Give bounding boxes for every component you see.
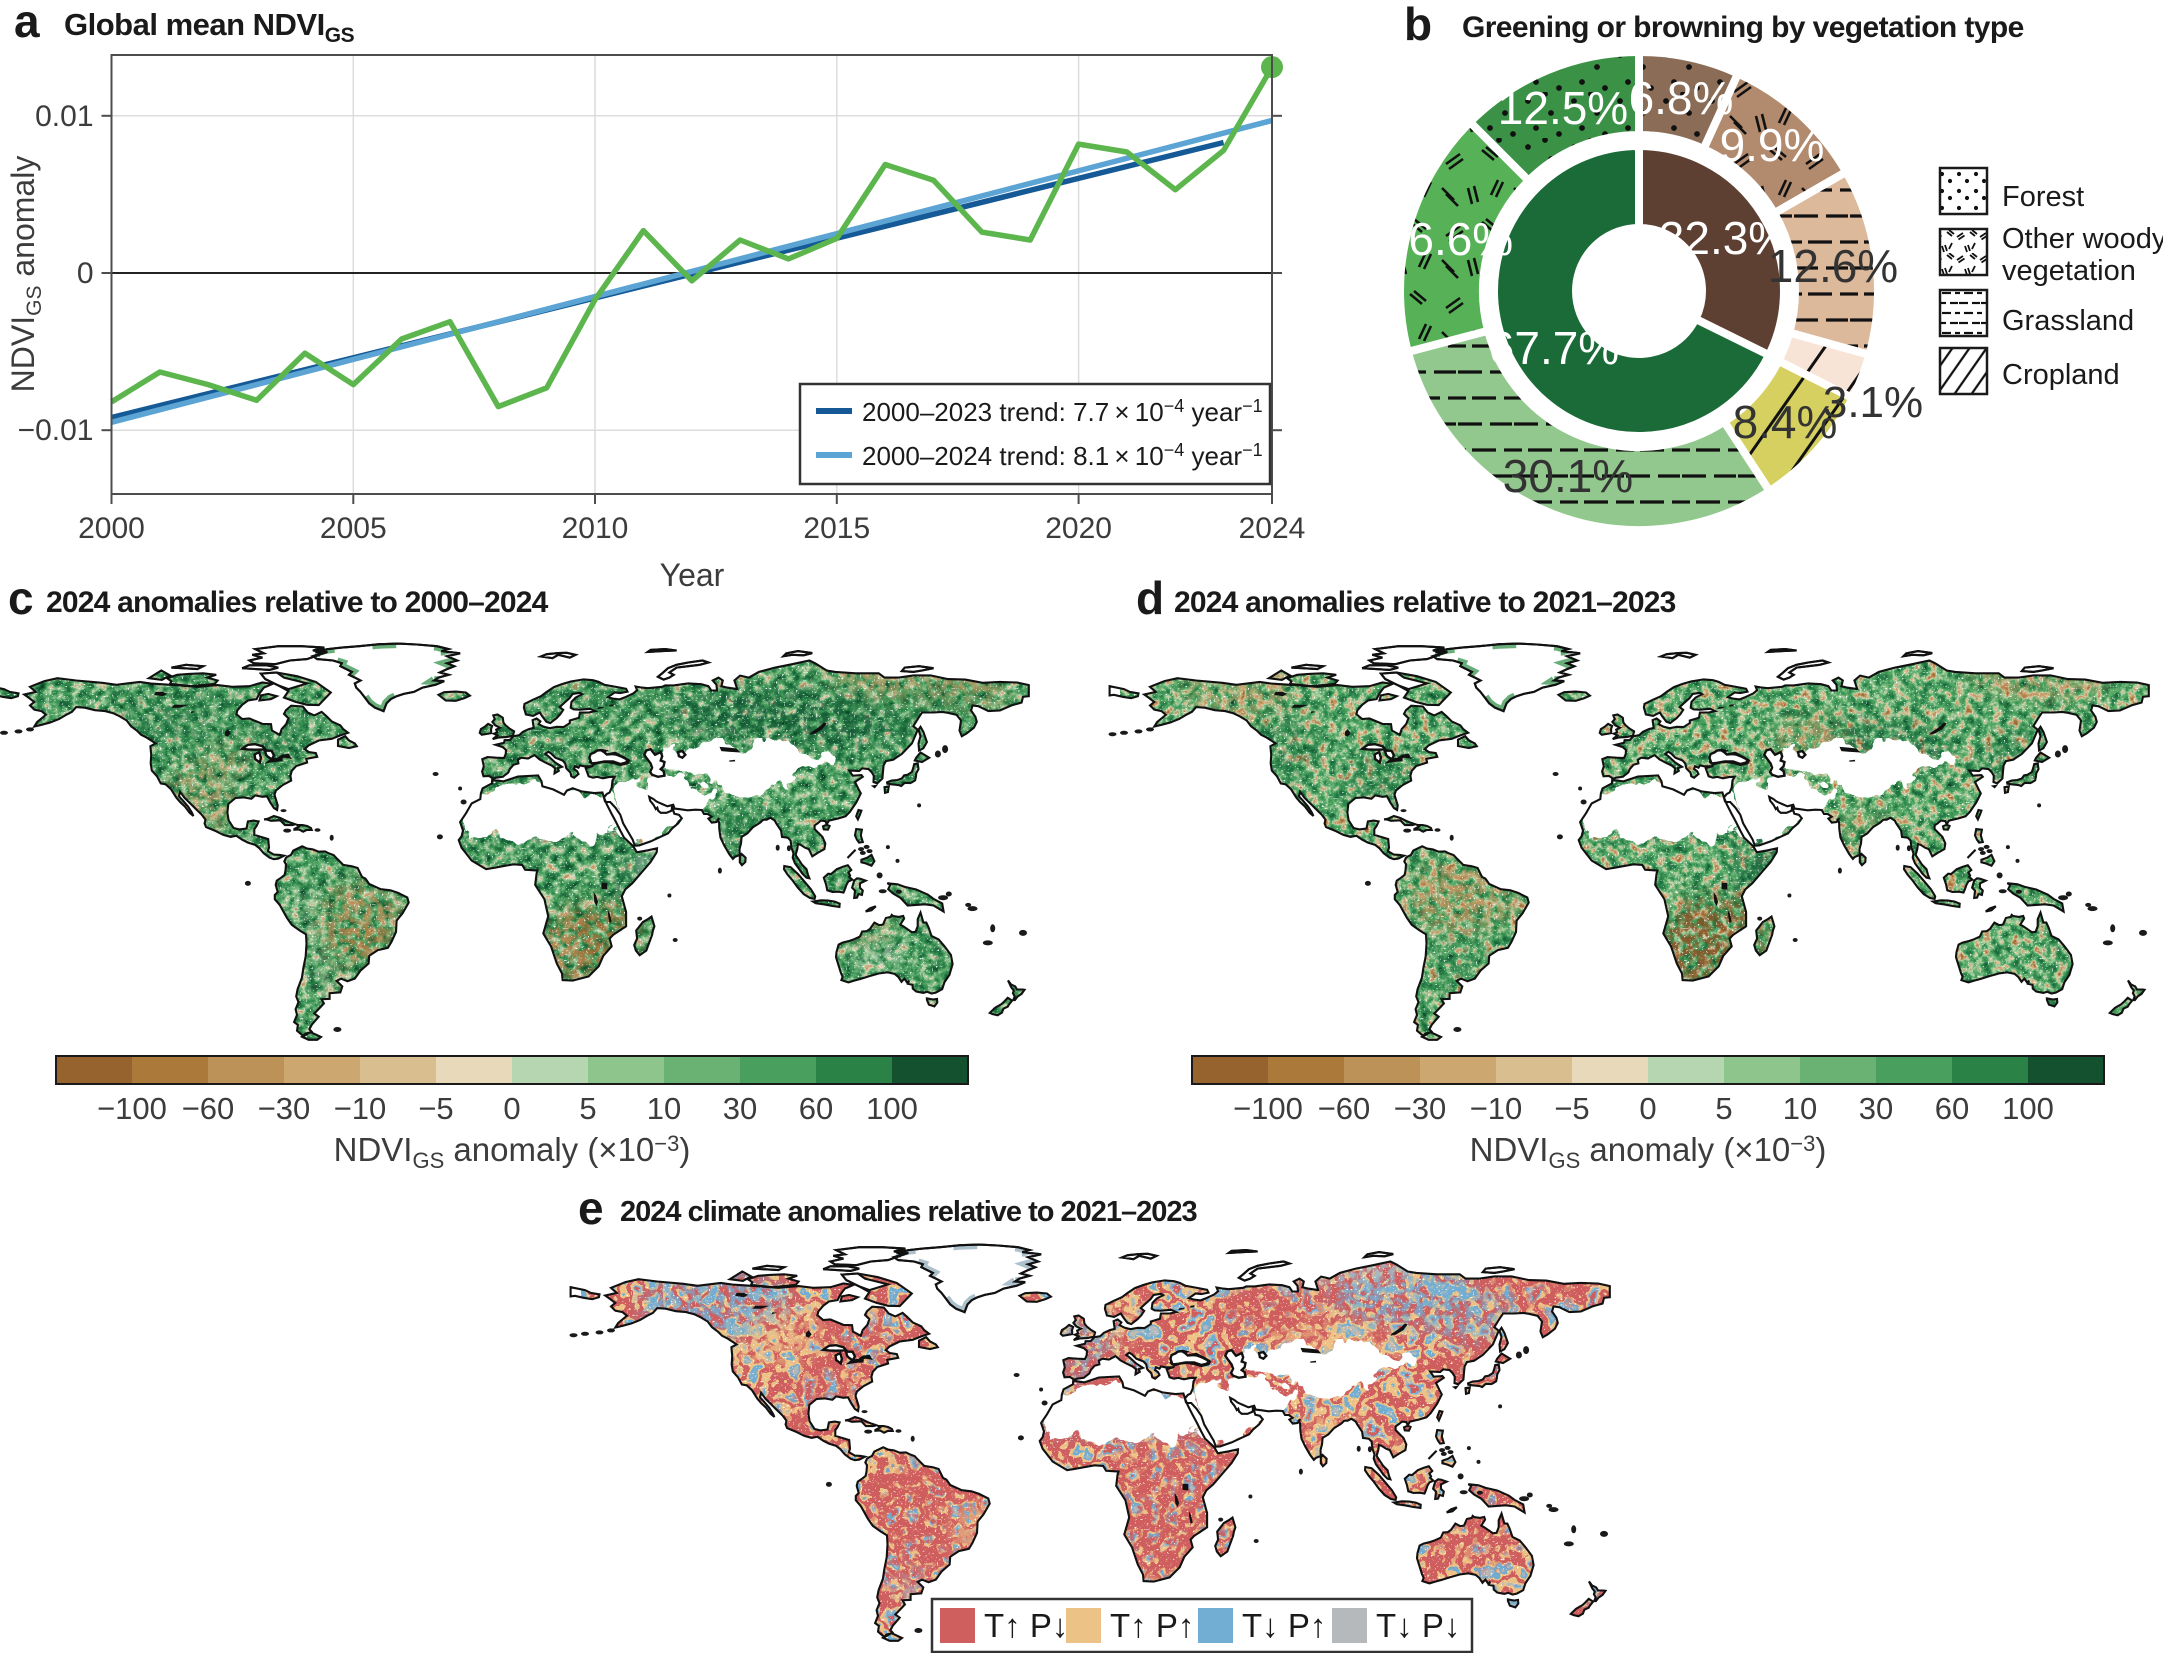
svg-text:100: 100 <box>2002 1091 2054 1126</box>
svg-text:−60: −60 <box>182 1091 235 1126</box>
svg-text:−10: −10 <box>334 1091 387 1126</box>
svg-text:0: 0 <box>77 257 94 290</box>
svg-text:2005: 2005 <box>320 512 387 545</box>
svg-text:30: 30 <box>1859 1091 1893 1126</box>
svg-text:NDVIGS anomaly (×10−3): NDVIGS anomaly (×10−3) <box>1470 1131 1827 1173</box>
svg-text:30: 30 <box>723 1091 757 1126</box>
svg-text:0.01: 0.01 <box>35 100 93 133</box>
svg-text:Grassland: Grassland <box>2002 305 2134 337</box>
svg-text:2024 anomalies relative to 200: 2024 anomalies relative to 2000–2024 <box>46 586 549 619</box>
svg-text:−30: −30 <box>258 1091 311 1126</box>
svg-text:Year: Year <box>660 557 725 593</box>
svg-text:12.6%: 12.6% <box>1768 240 1898 292</box>
svg-text:c: c <box>8 572 34 624</box>
svg-text:2015: 2015 <box>803 512 870 545</box>
svg-text:2010: 2010 <box>562 512 629 545</box>
svg-text:a: a <box>14 0 40 47</box>
svg-text:0: 0 <box>1639 1091 1656 1126</box>
svg-text:−30: −30 <box>1394 1091 1447 1126</box>
svg-text:10: 10 <box>647 1091 681 1126</box>
svg-text:2000–2023 trend: 7.7 × 10−4 ye: 2000–2023 trend: 7.7 × 10−4 year−1 <box>862 396 1263 427</box>
svg-text:Cropland: Cropland <box>2002 359 2120 391</box>
svg-text:2024 anomalies relative to 202: 2024 anomalies relative to 2021–2023 <box>1174 586 1676 619</box>
svg-text:Other woody: Other woody <box>2002 223 2163 255</box>
svg-text:100: 100 <box>866 1091 918 1126</box>
svg-text:T↑ P↓: T↑ P↓ <box>984 1607 1068 1644</box>
svg-text:vegetation: vegetation <box>2002 255 2136 287</box>
svg-text:−60: −60 <box>1318 1091 1371 1126</box>
svg-text:2000: 2000 <box>78 512 145 545</box>
svg-text:NDVIGS anomaly: NDVIGS anomaly <box>5 156 46 393</box>
svg-text:60: 60 <box>1935 1091 1969 1126</box>
svg-text:12.5%: 12.5% <box>1498 82 1628 134</box>
svg-text:Forest: Forest <box>2002 181 2084 213</box>
svg-text:60: 60 <box>799 1091 833 1126</box>
svg-text:10: 10 <box>1783 1091 1817 1126</box>
svg-text:3.1%: 3.1% <box>1823 378 1923 427</box>
svg-text:T↓ P↓: T↓ P↓ <box>1376 1607 1460 1644</box>
svg-text:16.6%: 16.6% <box>1383 213 1513 265</box>
svg-text:Global mean NDVIGS: Global mean NDVIGS <box>64 7 355 47</box>
svg-text:−100: −100 <box>1233 1091 1303 1126</box>
svg-text:8.4%: 8.4% <box>1733 396 1838 448</box>
svg-text:d: d <box>1136 572 1164 624</box>
svg-text:67.7%: 67.7% <box>1489 322 1619 374</box>
svg-text:9.9%: 9.9% <box>1720 119 1825 171</box>
svg-text:−5: −5 <box>1554 1091 1589 1126</box>
svg-text:2000–2024 trend: 8.1 × 10−4 ye: 2000–2024 trend: 8.1 × 10−4 year−1 <box>862 440 1263 471</box>
svg-text:−5: −5 <box>418 1091 453 1126</box>
svg-text:T↑ P↑: T↑ P↑ <box>1110 1607 1194 1644</box>
svg-text:5: 5 <box>1715 1091 1732 1126</box>
svg-text:−100: −100 <box>97 1091 167 1126</box>
svg-text:2024 climate anomalies relativ: 2024 climate anomalies relative to 2021–… <box>620 1196 1198 1228</box>
svg-text:NDVIGS anomaly (×10−3): NDVIGS anomaly (×10−3) <box>334 1131 691 1173</box>
svg-text:b: b <box>1404 0 1432 50</box>
svg-text:5: 5 <box>579 1091 596 1126</box>
svg-text:0: 0 <box>503 1091 520 1126</box>
svg-text:−10: −10 <box>1470 1091 1523 1126</box>
svg-text:T↓ P↑: T↓ P↑ <box>1242 1607 1326 1644</box>
svg-text:Greening or browning by vegeta: Greening or browning by vegetation type <box>1462 11 2024 44</box>
svg-text:6.8%: 6.8% <box>1629 72 1734 124</box>
svg-text:e: e <box>578 1182 604 1234</box>
svg-text:2024: 2024 <box>1239 512 1306 545</box>
svg-text:32.3%: 32.3% <box>1659 212 1789 264</box>
svg-text:−0.01: −0.01 <box>18 414 94 447</box>
svg-text:30.1%: 30.1% <box>1503 450 1633 502</box>
svg-text:2020: 2020 <box>1045 512 1112 545</box>
